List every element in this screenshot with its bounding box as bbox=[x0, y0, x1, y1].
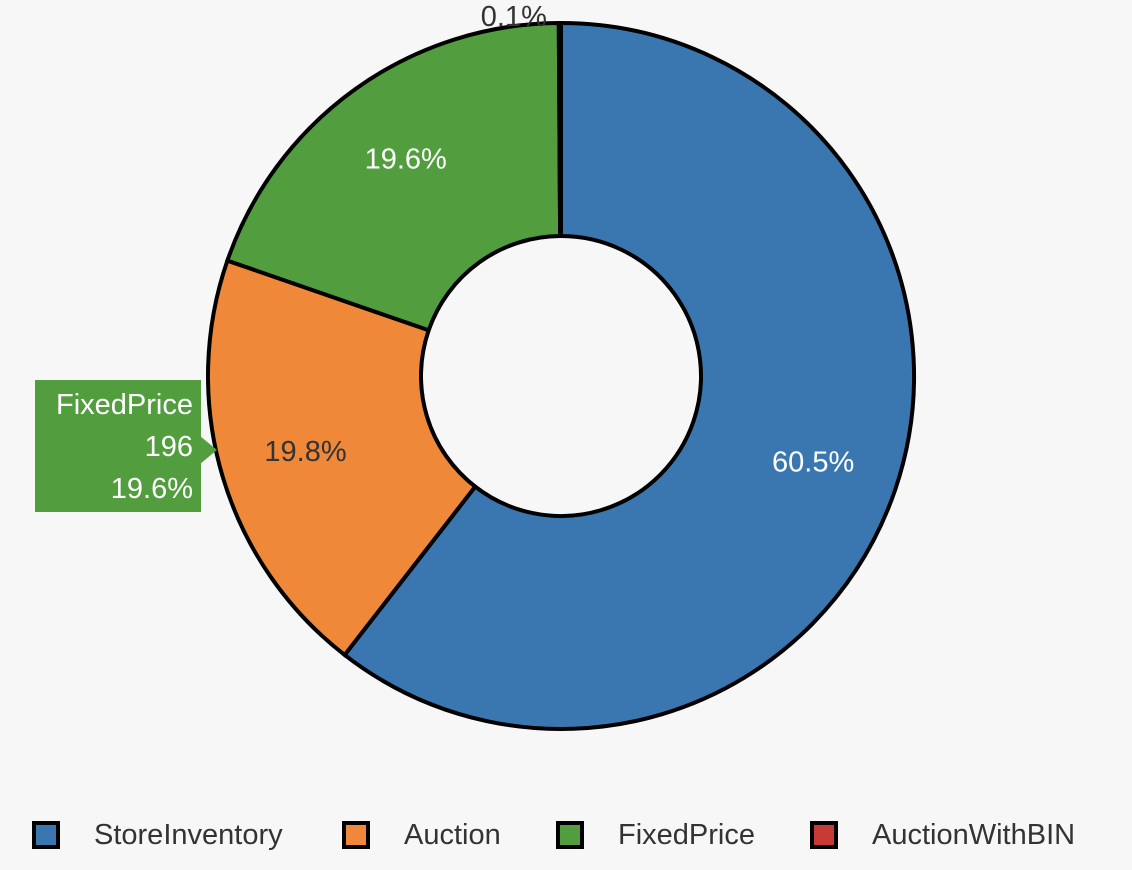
slice-fixedprice[interactable] bbox=[224, 20, 563, 333]
slice-storeinventory[interactable] bbox=[341, 20, 916, 731]
legend-swatch-auctionwithbin bbox=[810, 821, 838, 849]
legend-label-auctionwithbin: AuctionWithBIN bbox=[872, 818, 1076, 851]
legend-item-fixedprice[interactable]: FixedPrice bbox=[556, 810, 755, 860]
legend-swatch-storeinventory bbox=[32, 821, 60, 849]
legend-swatch-auction bbox=[342, 821, 370, 849]
tooltip-pointer bbox=[200, 436, 217, 464]
legend-swatch-fixedprice bbox=[556, 821, 584, 849]
legend-item-storeinventory[interactable]: StoreInventory bbox=[32, 810, 283, 860]
slice-auction[interactable] bbox=[206, 258, 478, 658]
donut-chart-plot: 60.5%19.8%19.6%0.1% FixedPrice 196 19.6% bbox=[35, 1, 916, 731]
legend: StoreInventory Auction FixedPrice Auctio… bbox=[0, 810, 1132, 860]
slice-group bbox=[206, 20, 916, 731]
legend-label-fixedprice: FixedPrice bbox=[618, 818, 755, 851]
legend-item-auctionwithbin[interactable]: AuctionWithBIN bbox=[810, 810, 1075, 860]
tooltip-box bbox=[35, 380, 201, 512]
slice-auctionwithbin[interactable] bbox=[556, 20, 563, 239]
legend-label-storeinventory: StoreInventory bbox=[94, 818, 283, 851]
legend-item-auction[interactable]: Auction bbox=[342, 810, 501, 860]
tooltip-label: FixedPrice bbox=[56, 389, 193, 421]
hover-tooltip: FixedPrice 196 19.6% bbox=[35, 380, 217, 512]
legend-label-auction: Auction bbox=[404, 818, 501, 851]
tooltip-percent: 19.6% bbox=[111, 473, 193, 505]
tooltip-value: 196 bbox=[145, 431, 193, 463]
